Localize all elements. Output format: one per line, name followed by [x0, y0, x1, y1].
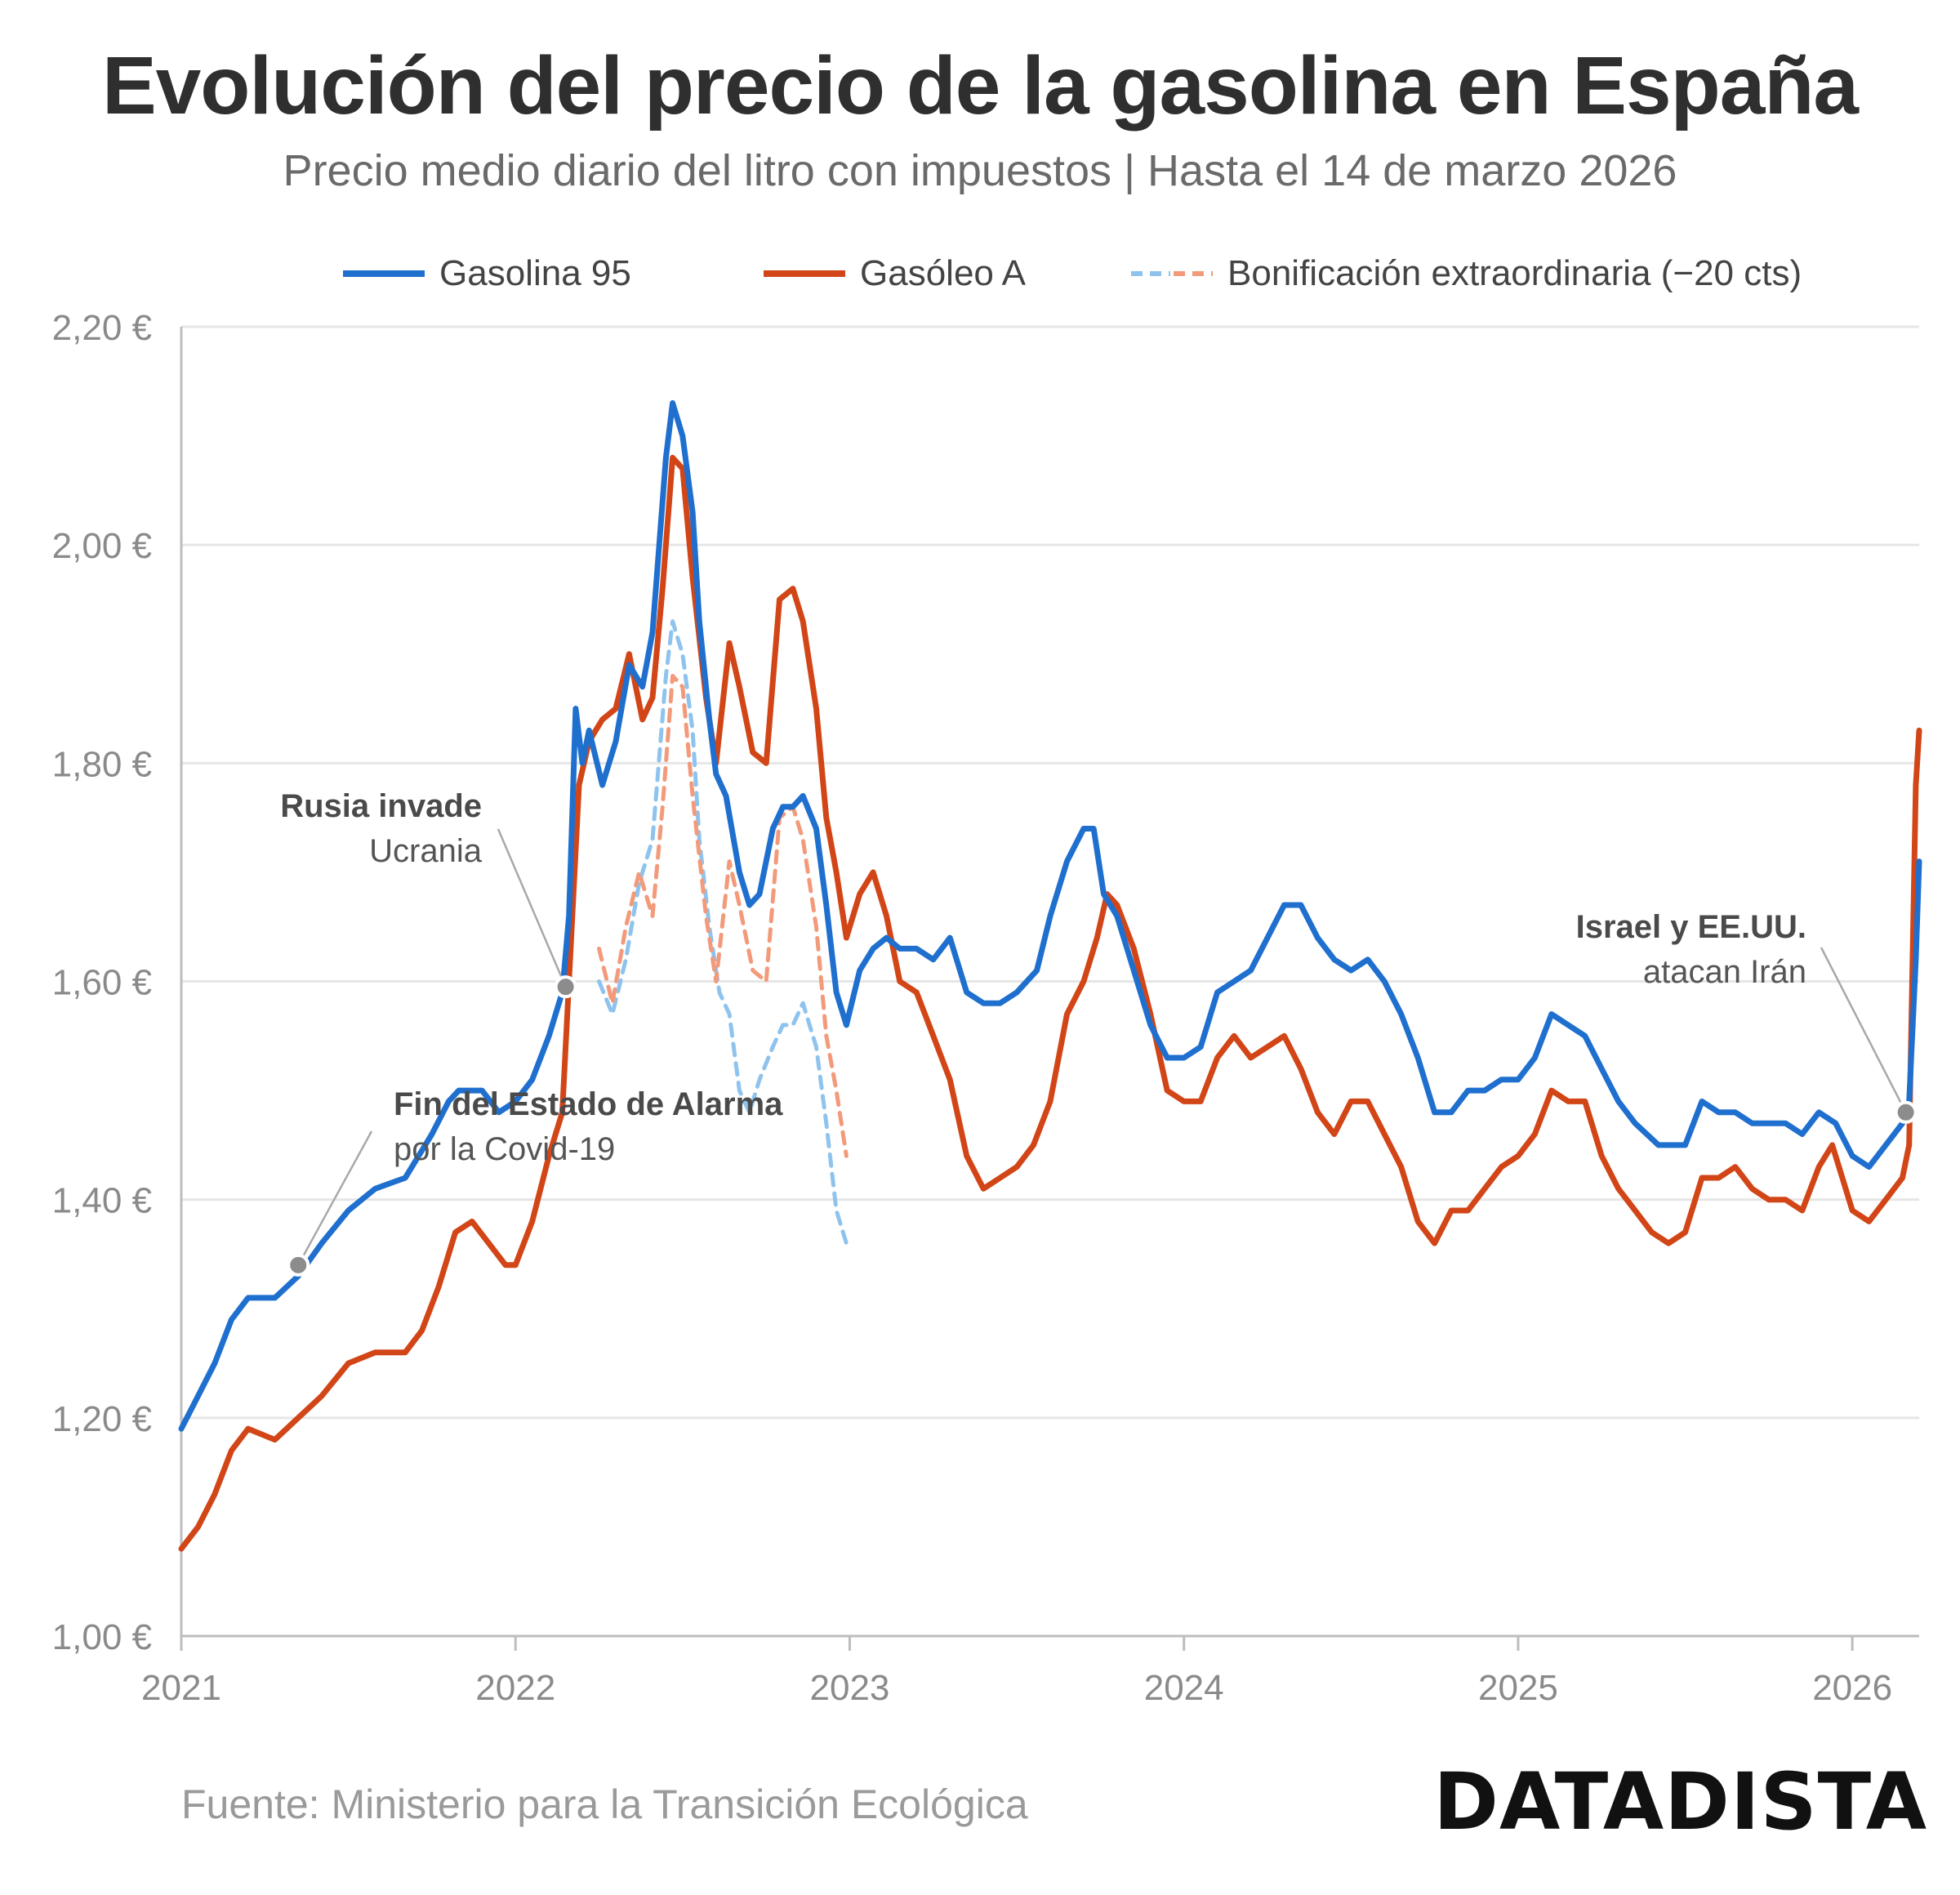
x-tick-label: 2024: [1144, 1668, 1224, 1708]
x-tick-label: 2026: [1812, 1668, 1892, 1708]
annotation-leader: [297, 1130, 373, 1266]
annotation-leader: [1820, 947, 1907, 1113]
annotation-marker: [287, 1253, 310, 1277]
series-line-gas-leo-a-bonificaci-n-: [597, 674, 849, 1158]
grid: [181, 325, 1919, 1420]
axes: 1,00 € 1,20 € 1,40 € 1,60 € 1,80 € 2,00 € 2,20…: [52, 308, 1919, 1708]
legend-swatch-gasoleo: [764, 270, 845, 277]
legend-label-gasoleo: Gasóleo A: [860, 253, 1027, 293]
annotations: Fin del Estado de Alarma por la Covid-19 R…: [280, 788, 1918, 1277]
x-tick-label: 2025: [1478, 1668, 1558, 1708]
legend-item-gasolina: Gasolina 95: [343, 245, 631, 302]
annotation-leader: [497, 828, 567, 988]
series-lines: [178, 400, 1922, 1552]
y-tick-label: 1,80 €: [52, 744, 152, 784]
brand-logo: DATADISTA: [1433, 1756, 1927, 1848]
series-line-gasolina-95-bonificaci-n-: [597, 619, 849, 1246]
chart-legend: Gasolina 95 Gasóleo A Bonificación extra…: [0, 245, 1960, 302]
annotation-marker: [1894, 1100, 1918, 1124]
x-tick-label: 2021: [141, 1668, 221, 1708]
y-tick-label: 2,00 €: [52, 526, 152, 566]
y-tick-label: 2,20 €: [52, 308, 152, 348]
y-tick-label: 1,40 €: [52, 1181, 152, 1221]
annotation-title: Rusia invade: [280, 788, 482, 824]
annotation-title: Fin del Estado de Alarma: [394, 1086, 783, 1122]
annotation-text: por la Covid-19: [394, 1131, 615, 1167]
legend-swatch-gasolina: [343, 270, 425, 277]
annotation-text: Ucrania: [369, 833, 483, 869]
annotation-marker: [554, 975, 577, 999]
source-note: Fuente: Ministerio para la Transición Ec…: [181, 1781, 1028, 1827]
legend-item-bonificacion: Bonificación extraordinaria (−20 cts): [1131, 245, 1802, 302]
legend-swatch-bonificacion: [1131, 271, 1213, 276]
chart-subtitle: Precio medio diario del litro con impues…: [283, 146, 1677, 195]
y-tick-label: 1,20 €: [52, 1399, 152, 1439]
x-tick-label: 2022: [475, 1668, 555, 1708]
annotation-title: Israel y EE.UU.: [1576, 909, 1806, 945]
legend-label-bonificacion: Bonificación extraordinaria (−20 cts): [1227, 253, 1802, 293]
legend-label-gasolina: Gasolina 95: [439, 253, 631, 293]
y-tick-label: 1,60 €: [52, 963, 152, 1003]
series-line-gas-leo-a: [178, 454, 1922, 1552]
y-tick-label: 1,00 €: [52, 1617, 152, 1657]
annotation-text: atacan Irán: [1643, 954, 1806, 990]
chart-title: Evolución del precio de la gasolina en E…: [101, 40, 1859, 132]
legend-item-gasoleo: Gasóleo A: [764, 245, 1026, 302]
series-line-gasolina-95: [178, 400, 1922, 1432]
x-tick-label: 2023: [810, 1668, 890, 1708]
